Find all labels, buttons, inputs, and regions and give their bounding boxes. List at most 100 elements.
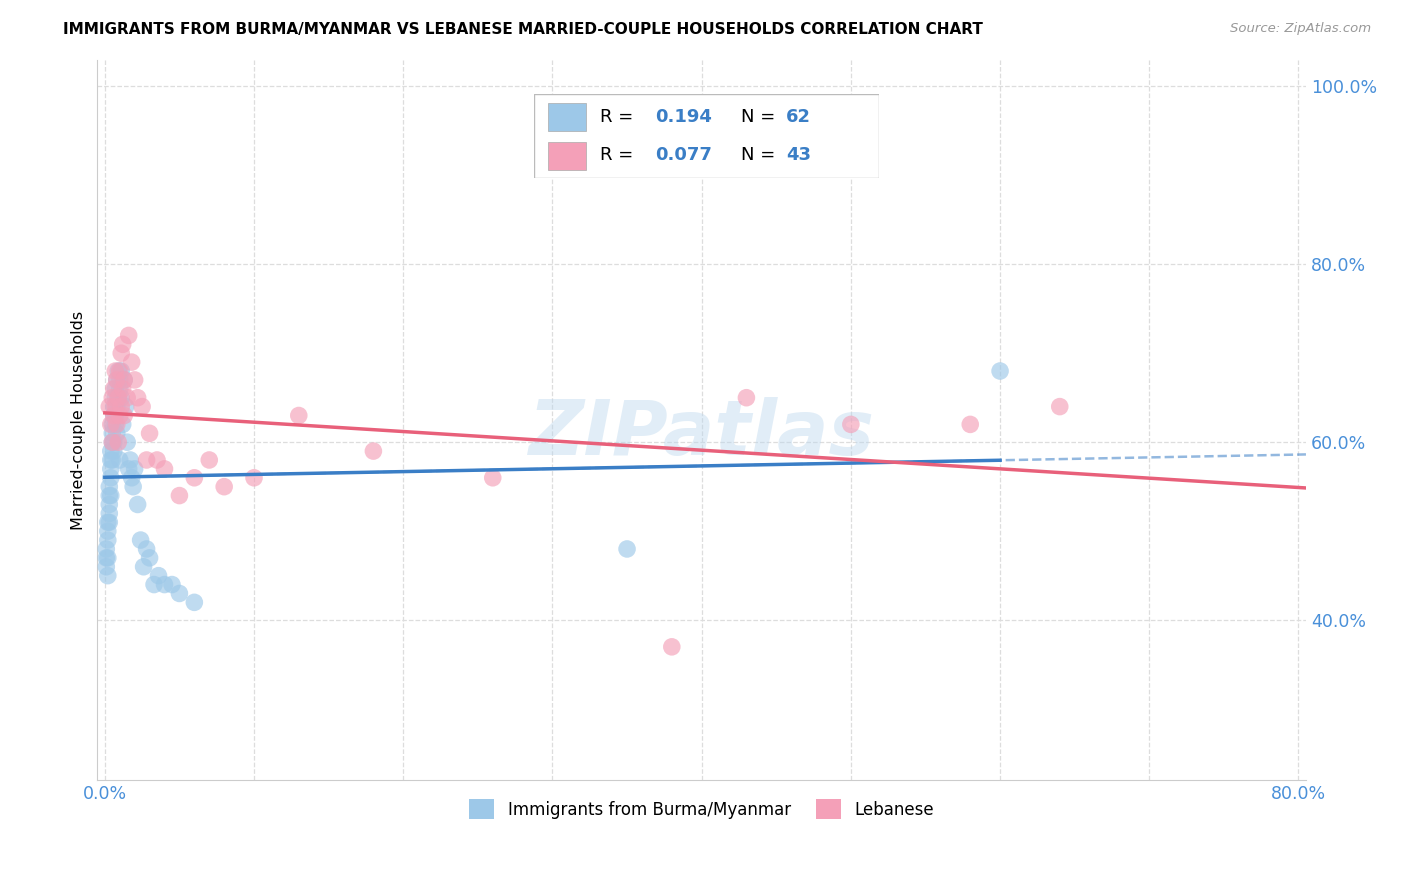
Point: [1049, 400, 1071, 414]
Point: [198, 453, 221, 467]
Text: 0.077: 0.077: [655, 146, 711, 164]
FancyBboxPatch shape: [548, 142, 586, 169]
Point: [97, 516, 120, 530]
Point: [121, 471, 143, 485]
Point: [127, 391, 149, 405]
Point: [110, 364, 132, 378]
Point: [735, 391, 758, 405]
Point: [103, 409, 125, 423]
Point: [110, 391, 132, 405]
Point: [96, 559, 118, 574]
Point: [98, 489, 121, 503]
Point: [101, 453, 124, 467]
Point: [97, 524, 120, 538]
Point: [169, 586, 191, 600]
Text: ZIPatlas: ZIPatlas: [529, 397, 875, 471]
Point: [118, 462, 141, 476]
Point: [101, 417, 124, 432]
Point: [129, 533, 152, 547]
Point: [100, 453, 122, 467]
Point: [124, 462, 146, 476]
Text: Source: ZipAtlas.com: Source: ZipAtlas.com: [1230, 22, 1371, 36]
Point: [153, 577, 176, 591]
Point: [120, 453, 142, 467]
Point: [98, 400, 121, 414]
Point: [103, 409, 125, 423]
Text: 43: 43: [786, 146, 811, 164]
Point: [112, 409, 135, 423]
Point: [135, 541, 157, 556]
Point: [661, 640, 683, 654]
Point: [143, 577, 166, 591]
Point: [122, 480, 145, 494]
Point: [97, 533, 120, 547]
Point: [101, 391, 124, 405]
Point: [103, 382, 125, 396]
Point: [959, 417, 981, 432]
Point: [112, 373, 135, 387]
FancyBboxPatch shape: [548, 103, 586, 131]
Point: [363, 444, 385, 458]
Point: [138, 426, 160, 441]
Point: [114, 400, 136, 414]
Point: [100, 417, 122, 432]
Point: [98, 516, 121, 530]
Point: [100, 444, 122, 458]
Point: [183, 595, 205, 609]
Point: [138, 550, 160, 565]
Point: [212, 480, 235, 494]
Point: [169, 489, 191, 503]
Point: [101, 435, 124, 450]
Point: [132, 559, 155, 574]
Point: [104, 400, 127, 414]
Point: [288, 409, 311, 423]
Point: [101, 435, 124, 450]
Point: [104, 391, 127, 405]
Point: [111, 417, 134, 432]
Text: N =: N =: [741, 146, 780, 164]
Point: [101, 426, 124, 441]
Point: [100, 471, 122, 485]
Text: N =: N =: [741, 108, 780, 126]
Point: [112, 373, 135, 387]
Point: [110, 400, 132, 414]
Point: [103, 444, 125, 458]
Point: [121, 355, 143, 369]
Point: [111, 382, 134, 396]
Point: [103, 400, 125, 414]
Point: [481, 471, 503, 485]
Point: [104, 409, 127, 423]
Point: [100, 489, 122, 503]
Point: [148, 568, 170, 582]
Point: [107, 391, 129, 405]
Point: [100, 462, 122, 476]
Point: [107, 364, 129, 378]
Point: [96, 541, 118, 556]
Point: [616, 541, 638, 556]
Point: [96, 550, 118, 565]
Point: [146, 453, 169, 467]
Point: [105, 373, 128, 387]
Point: [243, 471, 266, 485]
Point: [104, 382, 127, 396]
Text: 62: 62: [786, 108, 811, 126]
Text: 0.194: 0.194: [655, 108, 711, 126]
Point: [131, 400, 153, 414]
Point: [97, 568, 120, 582]
Point: [104, 417, 127, 432]
Point: [107, 435, 129, 450]
Point: [183, 471, 205, 485]
Point: [110, 346, 132, 360]
Point: [118, 328, 141, 343]
Point: [108, 409, 131, 423]
Legend: Immigrants from Burma/Myanmar, Lebanese: Immigrants from Burma/Myanmar, Lebanese: [463, 792, 941, 826]
Point: [98, 498, 121, 512]
Point: [839, 417, 862, 432]
Point: [103, 435, 125, 450]
Point: [153, 462, 176, 476]
Point: [105, 426, 128, 441]
Point: [108, 382, 131, 396]
Point: [115, 391, 138, 405]
Point: [108, 453, 131, 467]
Point: [115, 435, 138, 450]
